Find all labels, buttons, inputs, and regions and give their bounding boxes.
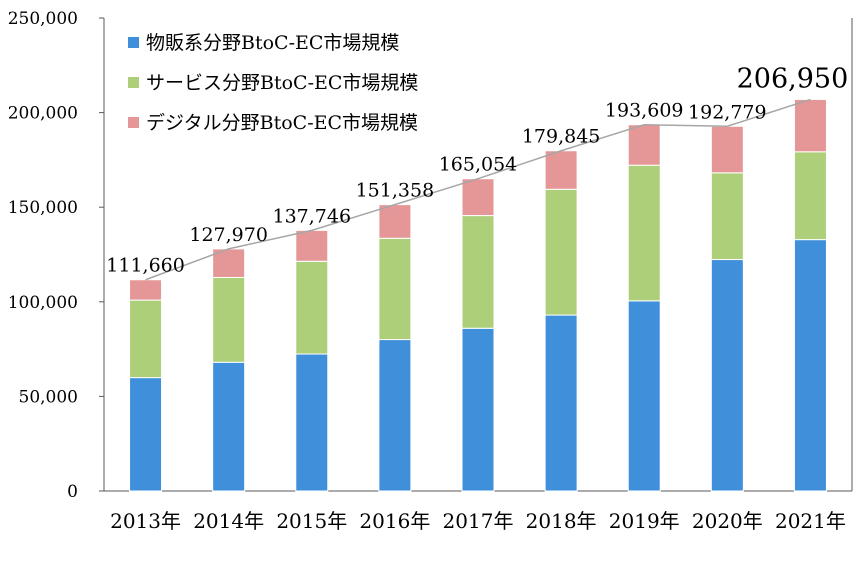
- bar-segment-series-3: [129, 279, 163, 301]
- x-tick-label: 2021年: [775, 509, 846, 533]
- bar-segment-series-2: [793, 151, 827, 241]
- bar-segment-series-3: [378, 204, 412, 239]
- total-data-label: 111,660: [106, 255, 185, 277]
- total-data-label: 137,746: [272, 205, 351, 227]
- legend-label: デジタル分野BtoC-EC市場規模: [146, 112, 418, 134]
- legend-swatch: [128, 37, 139, 48]
- bar-segment-series-1: [627, 300, 661, 492]
- bar-segment-series-2: [378, 237, 412, 341]
- bar-segment-series-1: [129, 377, 163, 492]
- total-data-label: 193,609: [605, 100, 684, 122]
- bar-segment-series-1: [212, 361, 246, 492]
- x-tick-label: 2015年: [276, 509, 347, 533]
- bar-segment-series-3: [212, 248, 246, 278]
- x-tick-label: 2020年: [692, 509, 763, 533]
- bar-segment-series-1: [710, 259, 744, 492]
- y-tick-label: 50,000: [19, 387, 78, 407]
- x-tick-label: 2018年: [526, 509, 597, 533]
- x-tick-label: 2019年: [609, 509, 680, 533]
- x-tick-label: 2013年: [110, 509, 181, 533]
- bar-segment-series-2: [461, 215, 495, 329]
- bar-segment-series-3: [461, 178, 495, 217]
- bar-segment-series-1: [295, 353, 329, 492]
- totals-line: [145, 98, 811, 281]
- bar-segment-series-1: [378, 339, 412, 492]
- total-data-label: 151,358: [356, 180, 435, 202]
- bar-segment-series-2: [129, 299, 163, 379]
- bar-segment-series-2: [295, 260, 329, 355]
- bar-segment-series-2: [212, 276, 246, 363]
- x-tick-label: 2017年: [443, 509, 514, 533]
- bar-segment-series-1: [544, 314, 578, 492]
- legend-swatch: [128, 117, 139, 128]
- y-tick-label: 150,000: [8, 198, 78, 218]
- bar-segment-series-2: [627, 164, 661, 302]
- legend-label: サービス分野BtoC-EC市場規模: [146, 72, 418, 94]
- axes: 0 50,000 100,000 150,000 200,000 250,000 2013年…: [8, 9, 853, 533]
- bar-segment-series-1: [461, 327, 495, 492]
- legend-swatch: [128, 77, 139, 88]
- bar-segment-series-3: [627, 124, 661, 166]
- bar-segment-series-3: [295, 229, 329, 262]
- total-data-label: 165,054: [439, 154, 518, 176]
- x-tick-label: 2016年: [359, 509, 430, 533]
- total-data-label: 179,845: [522, 126, 601, 148]
- total-data-label: 127,970: [189, 224, 268, 246]
- bar-segment-series-3: [793, 98, 827, 153]
- x-tick-label: 2014年: [193, 509, 264, 533]
- legend: 物販系分野BtoC-EC市場規模サービス分野BtoC-EC市場規模デジタル分野B…: [128, 32, 418, 134]
- bars: [129, 98, 827, 492]
- bar-segment-series-1: [793, 239, 827, 492]
- bar-segment-series-3: [710, 125, 744, 174]
- y-tick-label: 200,000: [8, 104, 78, 124]
- bar-segment-series-2: [710, 172, 744, 261]
- total-data-label: 206,950: [737, 63, 849, 94]
- bar-segment-series-2: [544, 188, 578, 316]
- y-tick-label: 0: [67, 482, 78, 502]
- legend-label: 物販系分野BtoC-EC市場規模: [146, 32, 399, 54]
- y-tick-label: 250,000: [8, 9, 78, 29]
- total-data-label: 192,779: [688, 101, 767, 123]
- totals-connector-line: [145, 98, 811, 281]
- data-labels: 111,660127,970137,746151,358165,054179,8…: [106, 63, 848, 276]
- y-tick-label: 100,000: [8, 293, 78, 313]
- bar-segment-series-3: [544, 150, 578, 190]
